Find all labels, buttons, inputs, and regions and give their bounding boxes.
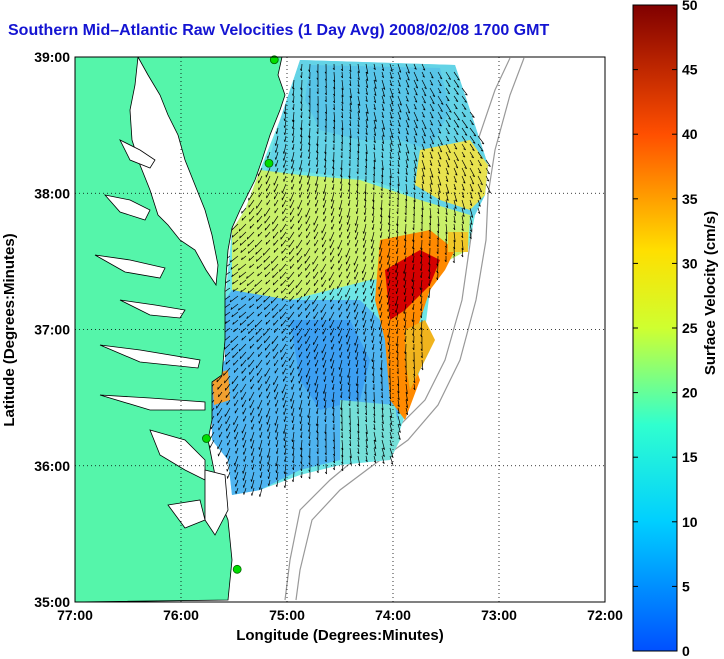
vector-arrows-path xyxy=(207,63,491,497)
colorbar-ticks: 0 5 10 15 20 25 30 35 40 45 50 xyxy=(633,0,698,659)
map-title: Southern Mid–Atlantic Raw Velocities (1 … xyxy=(8,22,550,39)
plot-frame xyxy=(74,56,606,603)
x-tick-label: 73:00 xyxy=(481,607,517,623)
map-grid xyxy=(75,57,605,602)
station-marker xyxy=(232,564,242,574)
colorbar-tick-label: 5 xyxy=(682,578,690,594)
x-tick-label: 72:00 xyxy=(587,607,623,623)
y-tick-label: 39:00 xyxy=(34,49,70,65)
colorbar-tick-label: 0 xyxy=(682,643,690,659)
colorbar-tick-label: 50 xyxy=(682,0,698,13)
y-tick-label: 38:00 xyxy=(34,185,70,201)
x-tick-label: 74:00 xyxy=(375,607,411,623)
station-marker xyxy=(264,158,274,168)
colorbar-tick-label: 25 xyxy=(682,320,698,336)
x-axis-label: Longitude (Degrees:Minutes) xyxy=(236,627,444,644)
colorbar-tick-label: 30 xyxy=(682,255,698,271)
y-axis-label: Latitude (Degrees:Minutes) xyxy=(1,233,18,426)
y-tick-labels: 39:00 38:00 37:00 36:00 35:00 xyxy=(34,49,70,610)
y-tick-label: 37:00 xyxy=(34,322,70,338)
station-marker xyxy=(269,55,279,65)
y-tick-label: 35:00 xyxy=(34,594,70,610)
velocity-vectors xyxy=(207,63,491,497)
x-tick-label: 75:00 xyxy=(269,607,305,623)
bays-and-rivers xyxy=(94,57,229,536)
colorbar-tick-label: 15 xyxy=(682,449,698,465)
colorbar-tick-label: 10 xyxy=(682,514,698,530)
radar-stations xyxy=(202,55,279,574)
station-marker xyxy=(202,434,211,443)
colorbar xyxy=(632,4,678,652)
colorbar-tick-label: 45 xyxy=(682,62,698,78)
colorbar-tick-label: 35 xyxy=(682,191,698,207)
colorbar-tick-label: 40 xyxy=(682,126,698,142)
x-tick-labels: 77:00 76:00 75:00 74:00 73:00 72:00 xyxy=(57,607,623,623)
colorbar-tick-label: 20 xyxy=(682,385,698,401)
x-tick-label: 77:00 xyxy=(57,607,93,623)
x-tick-label: 76:00 xyxy=(163,607,199,623)
colorbar-label: Surface Velocity (cm/s) xyxy=(702,211,719,375)
y-tick-label: 36:00 xyxy=(34,458,70,474)
